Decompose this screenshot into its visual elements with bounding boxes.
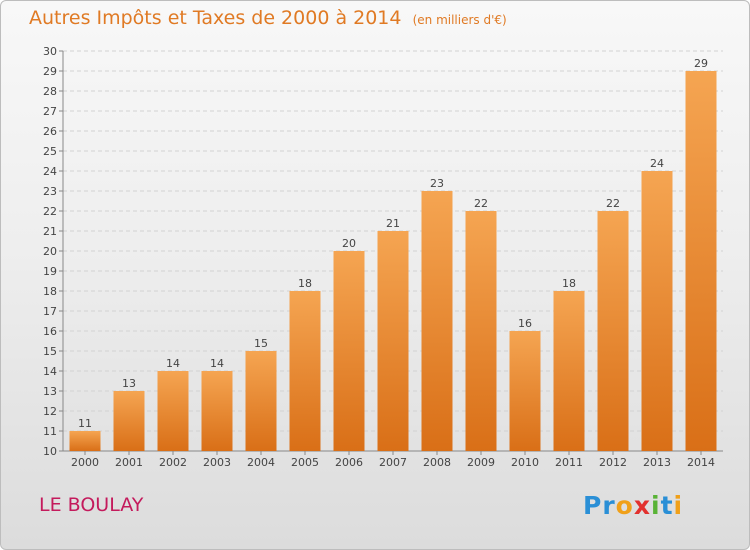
- bar: [245, 351, 277, 451]
- bar-value-label: 11: [78, 417, 92, 430]
- y-tick-label: 25: [43, 145, 57, 158]
- y-tick-label: 23: [43, 185, 57, 198]
- x-tick-label: 2012: [599, 456, 627, 469]
- y-tick-label: 15: [43, 345, 57, 358]
- bar: [333, 251, 365, 451]
- bar: [421, 191, 453, 451]
- x-tick-label: 2003: [203, 456, 231, 469]
- x-tick-label: 2004: [247, 456, 275, 469]
- y-tick-label: 14: [43, 365, 57, 378]
- y-tick-label: 17: [43, 305, 57, 318]
- x-tick-label: 2005: [291, 456, 319, 469]
- x-tick-label: 2002: [159, 456, 187, 469]
- bar-value-label: 29: [694, 57, 708, 70]
- bar-value-label: 15: [254, 337, 268, 350]
- labels: 11 2000 13 2001 14 2002 14 2003 15 2004 18 2005 20 20…: [71, 57, 715, 469]
- bar-value-label: 20: [342, 237, 356, 250]
- bar: [597, 211, 629, 451]
- proxiti-logo: Proxiti: [583, 491, 684, 520]
- x-tick-label: 2006: [335, 456, 363, 469]
- bar-value-label: 18: [562, 277, 576, 290]
- x-tick-label: 2010: [511, 456, 539, 469]
- y-tick-label: 30: [43, 45, 57, 58]
- x-tick-label: 2000: [71, 456, 99, 469]
- bar: [685, 71, 717, 451]
- commune-name: LE BOULAY: [39, 494, 144, 516]
- bar: [157, 371, 189, 451]
- bar-value-label: 23: [430, 177, 444, 190]
- bar-value-label: 14: [210, 357, 224, 370]
- y-tick-label: 22: [43, 205, 57, 218]
- y-tick-label: 11: [43, 425, 57, 438]
- y-tick-label: 10: [43, 445, 57, 458]
- y-tick-label: 21: [43, 225, 57, 238]
- bar: [465, 211, 497, 451]
- bar: [69, 431, 101, 451]
- chart-title: Autres Impôts et Taxes de 2000 à 2014 (e…: [29, 7, 507, 29]
- bar: [377, 231, 409, 451]
- y-tick-label: 29: [43, 65, 57, 78]
- y-tick-label: 27: [43, 105, 57, 118]
- x-tick-label: 2001: [115, 456, 143, 469]
- y-tick-label: 16: [43, 325, 57, 338]
- bar-value-label: 21: [386, 217, 400, 230]
- bar-value-label: 16: [518, 317, 532, 330]
- y-tick-label: 24: [43, 165, 57, 178]
- bar-value-label: 14: [166, 357, 180, 370]
- bar-value-label: 24: [650, 157, 664, 170]
- chart-subtitle: (en milliers d'€): [412, 13, 507, 27]
- bar: [553, 291, 585, 451]
- y-tick-label: 13: [43, 385, 57, 398]
- bar-value-label: 18: [298, 277, 312, 290]
- chart-title-main: Autres Impôts et Taxes de 2000 à 2014: [29, 7, 402, 29]
- x-tick-label: 2007: [379, 456, 407, 469]
- bar-value-label: 22: [606, 197, 620, 210]
- x-tick-label: 2009: [467, 456, 495, 469]
- x-tick-label: 2008: [423, 456, 451, 469]
- y-tick-label: 26: [43, 125, 57, 138]
- bar: [509, 331, 541, 451]
- y-tick-label: 19: [43, 265, 57, 278]
- y-tick-label: 28: [43, 85, 57, 98]
- y-tick-label: 12: [43, 405, 57, 418]
- bar: [289, 291, 321, 451]
- bars: [69, 71, 717, 451]
- x-tick-label: 2014: [687, 456, 715, 469]
- bar: [113, 391, 145, 451]
- bar-value-label: 13: [122, 377, 136, 390]
- x-tick-label: 2013: [643, 456, 671, 469]
- bar: [201, 371, 233, 451]
- y-tick-label: 18: [43, 285, 57, 298]
- bar: [641, 171, 673, 451]
- y-tick-label: 20: [43, 245, 57, 258]
- x-tick-label: 2011: [555, 456, 583, 469]
- bar-value-label: 22: [474, 197, 488, 210]
